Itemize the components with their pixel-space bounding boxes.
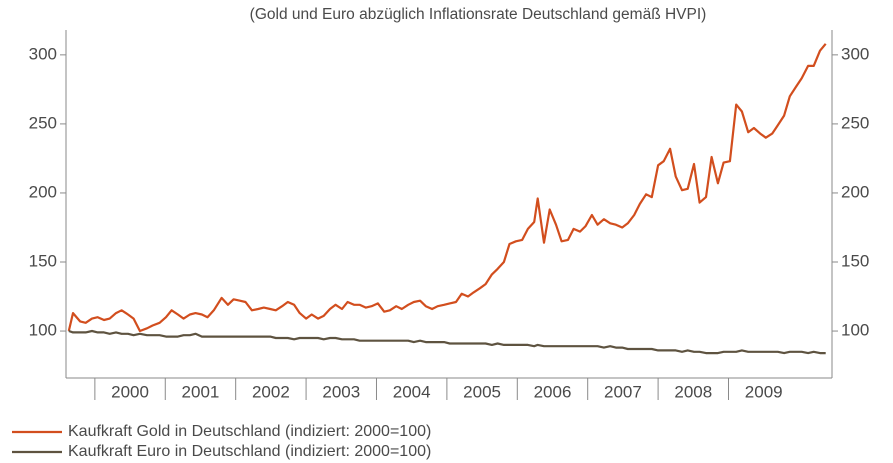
y2-tick-label: 200	[841, 182, 869, 201]
x-tick-label: 2000	[111, 382, 149, 401]
x-tick-label: 2009	[745, 382, 783, 401]
x-tick-label: 2001	[182, 382, 220, 401]
x-tick-label: 2006	[534, 382, 572, 401]
x-tick-label: 2002	[252, 382, 290, 401]
y-tick-label: 250	[29, 113, 57, 132]
x-tick-label: 2007	[604, 382, 642, 401]
x-tick-label: 2003	[322, 382, 360, 401]
legend-label: Kaufkraft Euro in Deutschland (indiziert…	[68, 443, 431, 460]
y2-tick-label: 250	[841, 113, 869, 132]
legend-label: Kaufkraft Gold in Deutschland (indiziert…	[68, 423, 431, 440]
y2-tick-label: 300	[841, 44, 869, 63]
x-tick-label: 2004	[393, 382, 431, 401]
y-tick-label: 200	[29, 182, 57, 201]
y-tick-label: 300	[29, 44, 57, 63]
y2-tick-label: 100	[841, 321, 869, 340]
y2-tick-label: 150	[841, 251, 869, 270]
x-tick-label: 2008	[674, 382, 712, 401]
y-tick-label: 150	[29, 251, 57, 270]
series-line	[67, 43, 827, 333]
series-line	[68, 329, 826, 355]
x-tick-label: 2005	[463, 382, 501, 401]
y-tick-label: 100	[29, 321, 57, 340]
chart-title: (Gold und Euro abzüglich Inflationsrate …	[250, 6, 707, 23]
